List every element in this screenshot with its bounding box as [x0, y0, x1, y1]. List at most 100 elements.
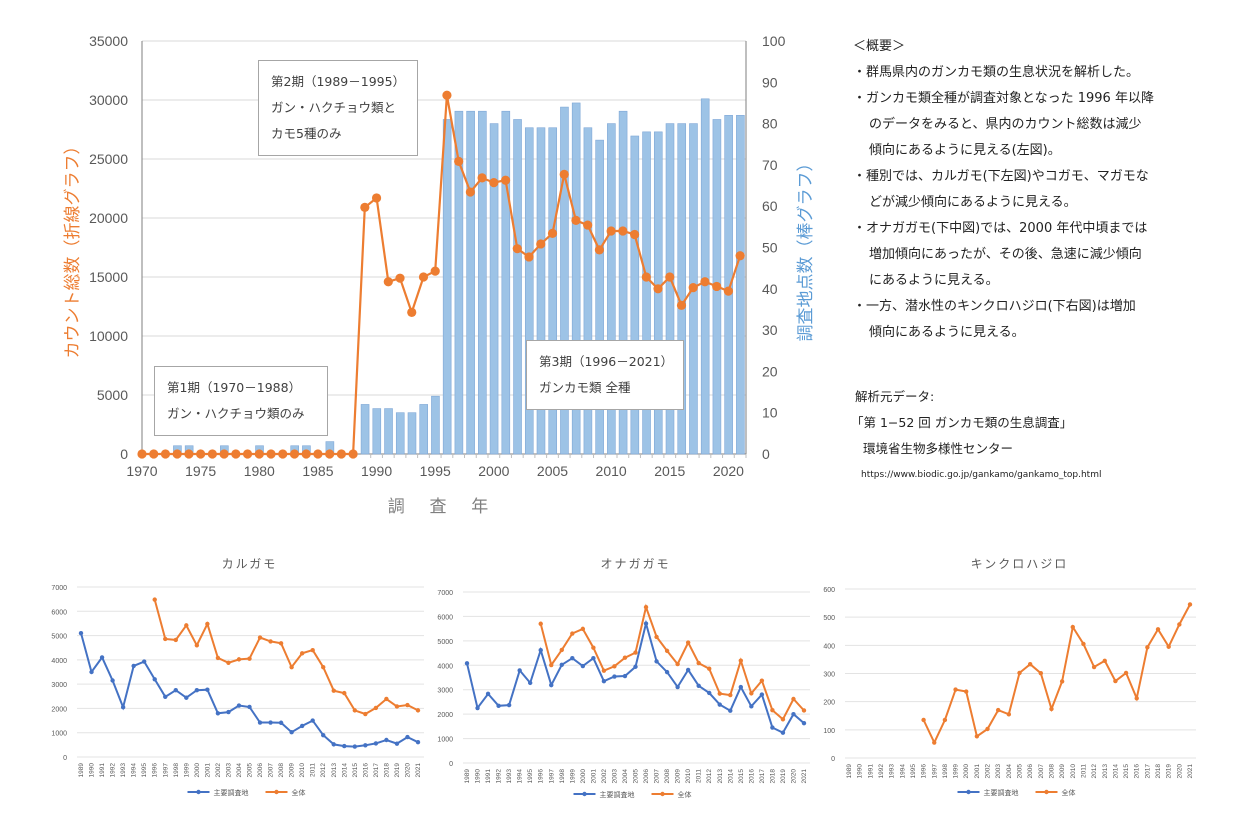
count-point: [489, 178, 499, 188]
count-point: [477, 173, 487, 183]
left-axis-tick: 30000: [89, 92, 128, 108]
x-axis-tick: 2021: [415, 763, 422, 778]
count-point: [336, 449, 346, 459]
bar: [630, 135, 640, 455]
series-point: [685, 640, 691, 645]
x-axis-tick: 1999: [183, 763, 190, 778]
series-point: [559, 647, 564, 653]
left-axis-tick: 10000: [89, 328, 128, 344]
series-point: [612, 674, 617, 679]
summary-lines: ・群馬県内のガンカモ類の生息状況を解析した。 ・ガンカモ類全種が調査対象となった …: [853, 60, 1154, 346]
series-point: [664, 669, 670, 675]
x-axis-tick: 2003: [611, 769, 618, 784]
count-point: [160, 449, 171, 459]
x-axis-tick: 2018: [1155, 764, 1162, 779]
series-point: [205, 687, 210, 692]
x-axis-tick: 2014: [341, 763, 348, 778]
x-axis-tick: 2000: [478, 463, 509, 479]
legend-label: 全体: [292, 788, 306, 797]
series-point: [310, 718, 315, 723]
y-axis-tick: 1000: [437, 737, 453, 744]
series-point: [278, 641, 284, 646]
left-axis-tick: 15000: [89, 269, 128, 285]
x-axis-tick: 2019: [394, 763, 401, 778]
y-axis-tick: 0: [63, 755, 67, 762]
count-point: [641, 272, 651, 282]
x-axis-tick: 1993: [120, 763, 127, 778]
source-panel: 解析元データ: 「第 1−52 回 ガンカモ類の生息調査」 環境省生物多様性セン…: [851, 384, 1102, 488]
count-point: [383, 277, 393, 287]
series-point: [675, 684, 680, 690]
series-point: [173, 688, 178, 693]
x-axis-tick: 1998: [942, 764, 949, 779]
x-axis-tick: 1980: [244, 463, 275, 479]
y-axis-tick: 7000: [51, 585, 67, 592]
y-axis-tick: 7000: [437, 590, 453, 597]
x-axis-tick: 2017: [373, 763, 380, 778]
count-point: [700, 277, 710, 287]
series-point: [622, 673, 628, 679]
bar: [736, 115, 745, 455]
x-axis-tick: 2010: [299, 763, 306, 778]
bar: [571, 102, 581, 455]
count-point: [594, 245, 604, 255]
karugamo-chart: カルガモ 0 1000 2000 3000 4000 5000 6000 7000 1989 199…: [51, 557, 424, 797]
legend-marker: [660, 791, 665, 797]
x-axis-tick: 1994: [131, 763, 138, 778]
count-point: [676, 300, 687, 310]
y-axis-tick: 6000: [437, 614, 453, 621]
series-point: [215, 655, 221, 661]
series-point: [352, 708, 358, 713]
summary-line: ・種別では、カルガモ(下左図)やコガモ、マガモな: [853, 169, 1149, 184]
x-axis-tick: 1997: [931, 764, 938, 779]
x-axis-tick: 2008: [278, 763, 285, 778]
x-axis-label: 調 査 年: [388, 497, 498, 516]
x-axis-tick: 2011: [696, 769, 703, 783]
series-point: [1134, 696, 1139, 701]
y-axis-tick: 0: [831, 756, 835, 763]
series-point: [394, 741, 400, 746]
series-point: [257, 720, 263, 725]
series-point: [527, 680, 533, 686]
x-axis-tick: 2007: [1038, 764, 1045, 779]
x-axis-tick: 2016: [362, 763, 369, 778]
x-axis-tick: 1996: [152, 763, 159, 778]
x-axis-tick: 1994: [517, 769, 524, 784]
x-axis-tick: 1995: [141, 763, 148, 778]
series-point: [215, 711, 221, 716]
series-point: [1070, 624, 1075, 630]
x-axis-tick: 2015: [654, 463, 685, 479]
series-point: [1166, 644, 1171, 649]
series-line: [153, 599, 419, 716]
series-point: [791, 696, 796, 702]
y-axis-tick: 2000: [51, 706, 67, 713]
right-axis-tick: 80: [762, 116, 778, 132]
series-point: [622, 655, 628, 660]
x-axis-tick: 2003: [995, 764, 1002, 779]
series-point: [226, 709, 231, 715]
source-url[interactable]: https://www.biodic.go.jp/gankamo/gankamo…: [861, 470, 1102, 480]
summary-line: にあるように見える。: [869, 273, 999, 288]
bar: [642, 131, 651, 455]
series-point: [1091, 664, 1097, 670]
series-point: [791, 711, 796, 717]
x-axis-tick: 1992: [496, 769, 503, 784]
count-point: [665, 272, 675, 282]
y-axis-tick: 2000: [437, 712, 453, 719]
x-axis-tick: 2019: [1166, 764, 1173, 779]
bar: [442, 119, 452, 455]
series-point: [1049, 706, 1054, 712]
series-point: [801, 708, 807, 713]
x-axis-tick: 2012: [320, 763, 327, 778]
summary-line: のデータをみると、県内のカウント総数は減少: [869, 117, 1142, 132]
y-axis-tick: 300: [823, 672, 835, 679]
count-point: [325, 449, 335, 459]
series-point: [580, 663, 586, 669]
period-3-title: 第3期（1996－2021）: [539, 354, 674, 369]
y-axis-tick: 3000: [51, 682, 67, 689]
series-line: [466, 619, 805, 735]
right-axis-tick: 100: [762, 33, 786, 49]
count-point: [313, 449, 323, 459]
series-point: [1123, 670, 1129, 676]
series-point: [580, 626, 586, 632]
